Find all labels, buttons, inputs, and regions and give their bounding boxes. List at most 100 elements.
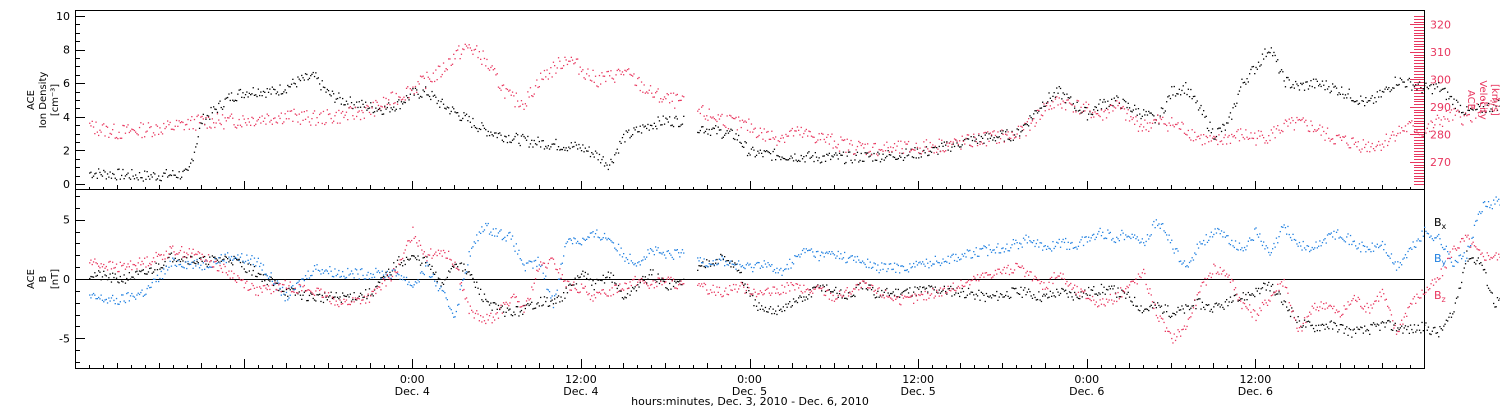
density-point xyxy=(1457,101,1459,103)
field-point-by xyxy=(1383,249,1385,251)
velocity-point xyxy=(725,126,727,128)
field-point-by xyxy=(1489,206,1491,209)
field-point-by xyxy=(325,269,327,271)
field-point-by xyxy=(292,285,294,287)
field-point-bx xyxy=(818,286,820,289)
field-point-bx xyxy=(213,256,215,258)
density-point xyxy=(712,127,714,129)
field-point-by xyxy=(472,246,474,248)
field-point-bx xyxy=(524,307,526,310)
field-point-by xyxy=(1407,250,1409,253)
density-point xyxy=(1441,88,1444,90)
field-point-bx xyxy=(1249,294,1251,296)
density-point xyxy=(766,150,768,152)
density-point xyxy=(1343,97,1345,99)
velocity-point xyxy=(869,150,871,153)
density-point xyxy=(621,137,624,139)
field-point-by xyxy=(1168,234,1170,236)
density-point xyxy=(1335,87,1338,89)
field-point-by xyxy=(126,292,128,295)
density-point xyxy=(952,143,954,145)
field-point-by xyxy=(177,259,179,262)
velocity-point xyxy=(583,77,585,79)
field-point-by xyxy=(321,269,323,271)
velocity-point xyxy=(1279,132,1281,134)
density-point xyxy=(1254,73,1256,75)
field-point-by xyxy=(370,273,372,275)
field-point-bx xyxy=(168,256,170,259)
velocity-point xyxy=(353,118,355,120)
density-point xyxy=(158,175,160,177)
field-point-by xyxy=(1038,246,1040,248)
velocity-point xyxy=(1191,129,1193,131)
field-point-bx xyxy=(598,279,601,281)
density-point xyxy=(230,92,233,94)
field-point-by xyxy=(1103,237,1105,240)
density-point xyxy=(1003,140,1005,142)
velocity-point xyxy=(1482,98,1485,100)
velocity-point xyxy=(1162,116,1164,118)
field-point-by xyxy=(617,243,620,245)
velocity-point xyxy=(1010,137,1012,140)
field-point-bx xyxy=(902,290,905,293)
field-point-bx xyxy=(1077,297,1080,300)
field-point-by xyxy=(259,265,261,268)
velocity-point xyxy=(813,136,815,138)
field-point-bx xyxy=(1091,289,1094,291)
velocity-point xyxy=(190,119,192,122)
field-point-bx xyxy=(1260,288,1262,290)
velocity-point xyxy=(168,124,170,126)
field-point-bx xyxy=(243,268,245,270)
field-point-bx xyxy=(841,297,843,299)
velocity-point xyxy=(1136,120,1138,122)
field-point-bx xyxy=(514,313,516,316)
field-point-by xyxy=(1091,234,1094,236)
density-point xyxy=(951,146,953,148)
field-point-bx xyxy=(474,286,477,288)
density-point xyxy=(729,130,731,132)
velocity-point xyxy=(1425,132,1427,134)
velocity-point xyxy=(307,116,309,118)
density-point xyxy=(726,130,728,132)
field-point-by xyxy=(879,269,882,271)
field-point-by xyxy=(1303,247,1306,249)
field-point-bx xyxy=(1485,272,1487,274)
field-point-by xyxy=(1021,246,1023,248)
density-point xyxy=(913,156,915,159)
field-point-by xyxy=(978,255,980,257)
velocity-point xyxy=(312,112,314,114)
density-point xyxy=(363,106,365,108)
density-point xyxy=(1443,88,1445,90)
field-point-by xyxy=(1166,234,1168,236)
field-point-by xyxy=(289,294,291,296)
density-point xyxy=(803,156,805,158)
field-point-bx xyxy=(830,291,832,293)
field-point-bx xyxy=(584,271,586,274)
field-point-by xyxy=(702,262,704,264)
density-point xyxy=(1318,85,1320,87)
density-point xyxy=(901,152,903,155)
field-point-bx xyxy=(655,279,657,281)
velocity-point xyxy=(541,78,543,80)
field-point-by xyxy=(718,258,721,260)
field-point-by xyxy=(1484,201,1486,203)
density-point xyxy=(1452,103,1454,106)
velocity-point xyxy=(715,119,717,121)
velocity-point xyxy=(379,108,381,111)
velocity-point xyxy=(163,122,165,125)
field-point-bx xyxy=(1117,287,1119,289)
field-point-by xyxy=(1318,245,1320,247)
velocity-point xyxy=(1269,139,1271,142)
density-point xyxy=(319,83,321,85)
field-point-by xyxy=(251,255,253,257)
velocity-point xyxy=(238,118,240,121)
density-point xyxy=(1431,93,1433,95)
field-point-by xyxy=(703,258,705,260)
velocity-point xyxy=(805,128,807,131)
velocity-point xyxy=(1459,116,1462,118)
velocity-point xyxy=(632,75,634,77)
field-point-bx xyxy=(782,306,784,308)
velocity-point xyxy=(550,67,552,69)
field-point-by xyxy=(230,255,233,258)
velocity-point xyxy=(477,56,479,59)
